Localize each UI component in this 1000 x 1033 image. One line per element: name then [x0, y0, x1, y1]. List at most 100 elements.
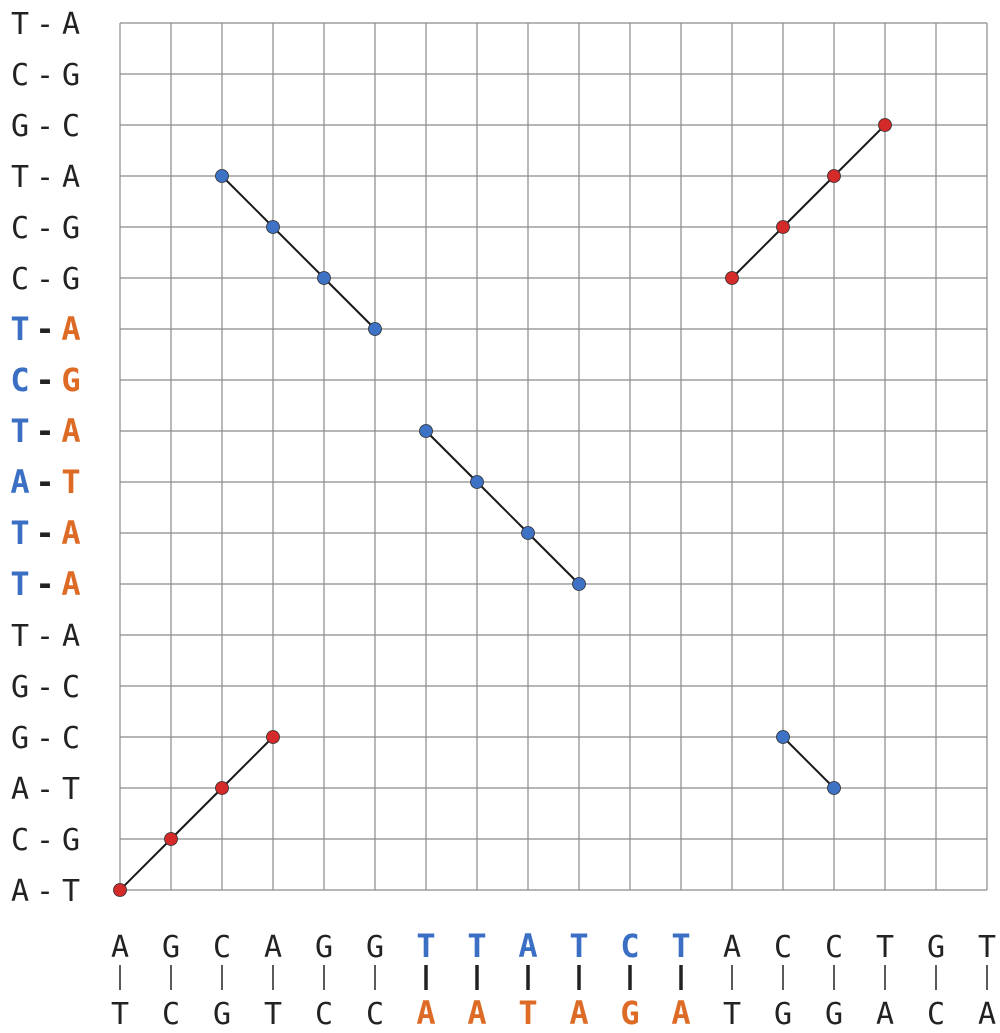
- match-line: [476, 481, 529, 534]
- vertical-base-bond: -: [35, 514, 54, 552]
- match-line: [323, 277, 376, 330]
- vertical-base-pair: T-A: [10, 412, 80, 450]
- horizontal-base-bottom: G: [774, 997, 792, 1032]
- vertical-base-right: G: [62, 211, 80, 246]
- vertical-base-right: T: [62, 772, 80, 807]
- vertical-base-right: G: [62, 58, 80, 93]
- vertical-base-pair: T-A: [11, 619, 80, 654]
- vertical-sequence: A - TC - GA - TG - CG - CT - AT - AT - AA - TT - AC - GT - AC - GC…: [10, 7, 80, 909]
- vertical-base-left: T: [10, 412, 29, 450]
- horizontal-base-bottom: G: [213, 997, 231, 1032]
- match-dots: [113, 118, 892, 897]
- vertical-base-left: T: [10, 310, 29, 348]
- match-dot: [215, 169, 229, 183]
- vertical-base-pair: T-A: [11, 160, 80, 195]
- vertical-base-pair: C-G: [11, 262, 80, 297]
- match-dot: [470, 475, 484, 489]
- horizontal-base-bottom: G: [620, 994, 639, 1032]
- vertical-base-right: C: [62, 721, 80, 756]
- horizontal-base-top: A: [518, 927, 537, 965]
- match-dot: [776, 730, 790, 744]
- vertical-base-left: G: [11, 670, 29, 705]
- vertical-base-bond: -: [36, 772, 54, 807]
- vertical-base-left: C: [11, 823, 29, 858]
- vertical-base-pair: G-C: [11, 670, 80, 705]
- horizontal-base-bottom: T: [723, 997, 741, 1032]
- vertical-base-right: A: [62, 619, 80, 654]
- vertical-base-right: A: [61, 514, 80, 552]
- horizontal-base-top: T: [671, 927, 690, 965]
- vertical-base-bond: -: [36, 619, 54, 654]
- match-line: [782, 736, 835, 789]
- horizontal-base-bottom: A: [569, 994, 588, 1032]
- vertical-base-left: A: [11, 874, 29, 909]
- horizontal-base-top: G: [162, 930, 180, 965]
- match-line: [782, 175, 835, 228]
- horizontal-base-bottom: T: [111, 997, 129, 1032]
- vertical-base-left: C: [11, 58, 29, 93]
- vertical-base-bond: -: [36, 670, 54, 705]
- horizontal-base-top: T: [876, 930, 894, 965]
- match-line: [731, 226, 784, 279]
- match-dot: [317, 271, 331, 285]
- horizontal-base-top: A: [723, 930, 741, 965]
- horizontal-base-top: A: [264, 930, 282, 965]
- vertical-base-bond: -: [36, 721, 54, 756]
- vertical-base-pair: G-C: [11, 721, 80, 756]
- vertical-base-left: T: [11, 619, 29, 654]
- horizontal-base-bottom: A: [467, 994, 486, 1032]
- vertical-base-right: A: [61, 565, 80, 603]
- vertical-base-right: A: [62, 7, 80, 42]
- vertical-base-left: G: [11, 721, 29, 756]
- vertical-base-pair: T-A: [10, 514, 80, 552]
- horizontal-base-top: T: [416, 927, 435, 965]
- vertical-base-left: T: [10, 514, 29, 552]
- match-line: [170, 787, 223, 840]
- match-line: [527, 532, 580, 585]
- horizontal-base-bottom: G: [825, 997, 843, 1032]
- match-dot: [878, 118, 892, 132]
- match-dot: [266, 730, 280, 744]
- vertical-base-pair: C-G: [11, 211, 80, 246]
- vertical-base-left: T: [11, 160, 29, 195]
- horizontal-base-bottom: A: [671, 994, 690, 1032]
- horizontal-base-bottom: C: [315, 997, 333, 1032]
- match-dot: [827, 781, 841, 795]
- vertical-base-bond: -: [36, 262, 54, 297]
- vertical-base-pair: A-T: [11, 874, 80, 909]
- vertical-base-pair: C-G: [11, 823, 80, 858]
- vertical-base-left: A: [11, 772, 29, 807]
- horizontal-base-bottom: C: [162, 997, 180, 1032]
- vertical-base-left: C: [10, 361, 29, 399]
- horizontal-base-top: C: [825, 930, 843, 965]
- match-dot: [419, 424, 433, 438]
- vertical-base-pair: G-C: [11, 109, 80, 144]
- match-dot: [215, 781, 229, 795]
- vertical-base-bond: -: [36, 58, 54, 93]
- vertical-base-right: C: [62, 109, 80, 144]
- grid: [119, 22, 988, 891]
- vertical-base-right: A: [61, 412, 80, 450]
- vertical-base-right: T: [61, 463, 80, 501]
- vertical-base-pair: C-G: [10, 361, 80, 399]
- vertical-base-left: T: [10, 565, 29, 603]
- horizontal-base-bottom: T: [518, 994, 537, 1032]
- vertical-base-bond: -: [36, 211, 54, 246]
- vertical-base-left: C: [11, 262, 29, 297]
- horizontal-base-top: C: [620, 927, 639, 965]
- vertical-base-pair: A-T: [10, 463, 80, 501]
- match-dot: [827, 169, 841, 183]
- horizontal-base-top: T: [978, 930, 996, 965]
- match-dot: [725, 271, 739, 285]
- horizontal-base-bottom: A: [416, 994, 435, 1032]
- vertical-base-right: C: [62, 670, 80, 705]
- match-line: [221, 736, 274, 789]
- match-line: [425, 430, 478, 483]
- match-lines: [119, 124, 886, 891]
- vertical-base-pair: A-T: [11, 772, 80, 807]
- vertical-base-left: G: [11, 109, 29, 144]
- vertical-base-right: T: [62, 874, 80, 909]
- match-dot: [113, 883, 127, 897]
- horizontal-base-top: G: [315, 930, 333, 965]
